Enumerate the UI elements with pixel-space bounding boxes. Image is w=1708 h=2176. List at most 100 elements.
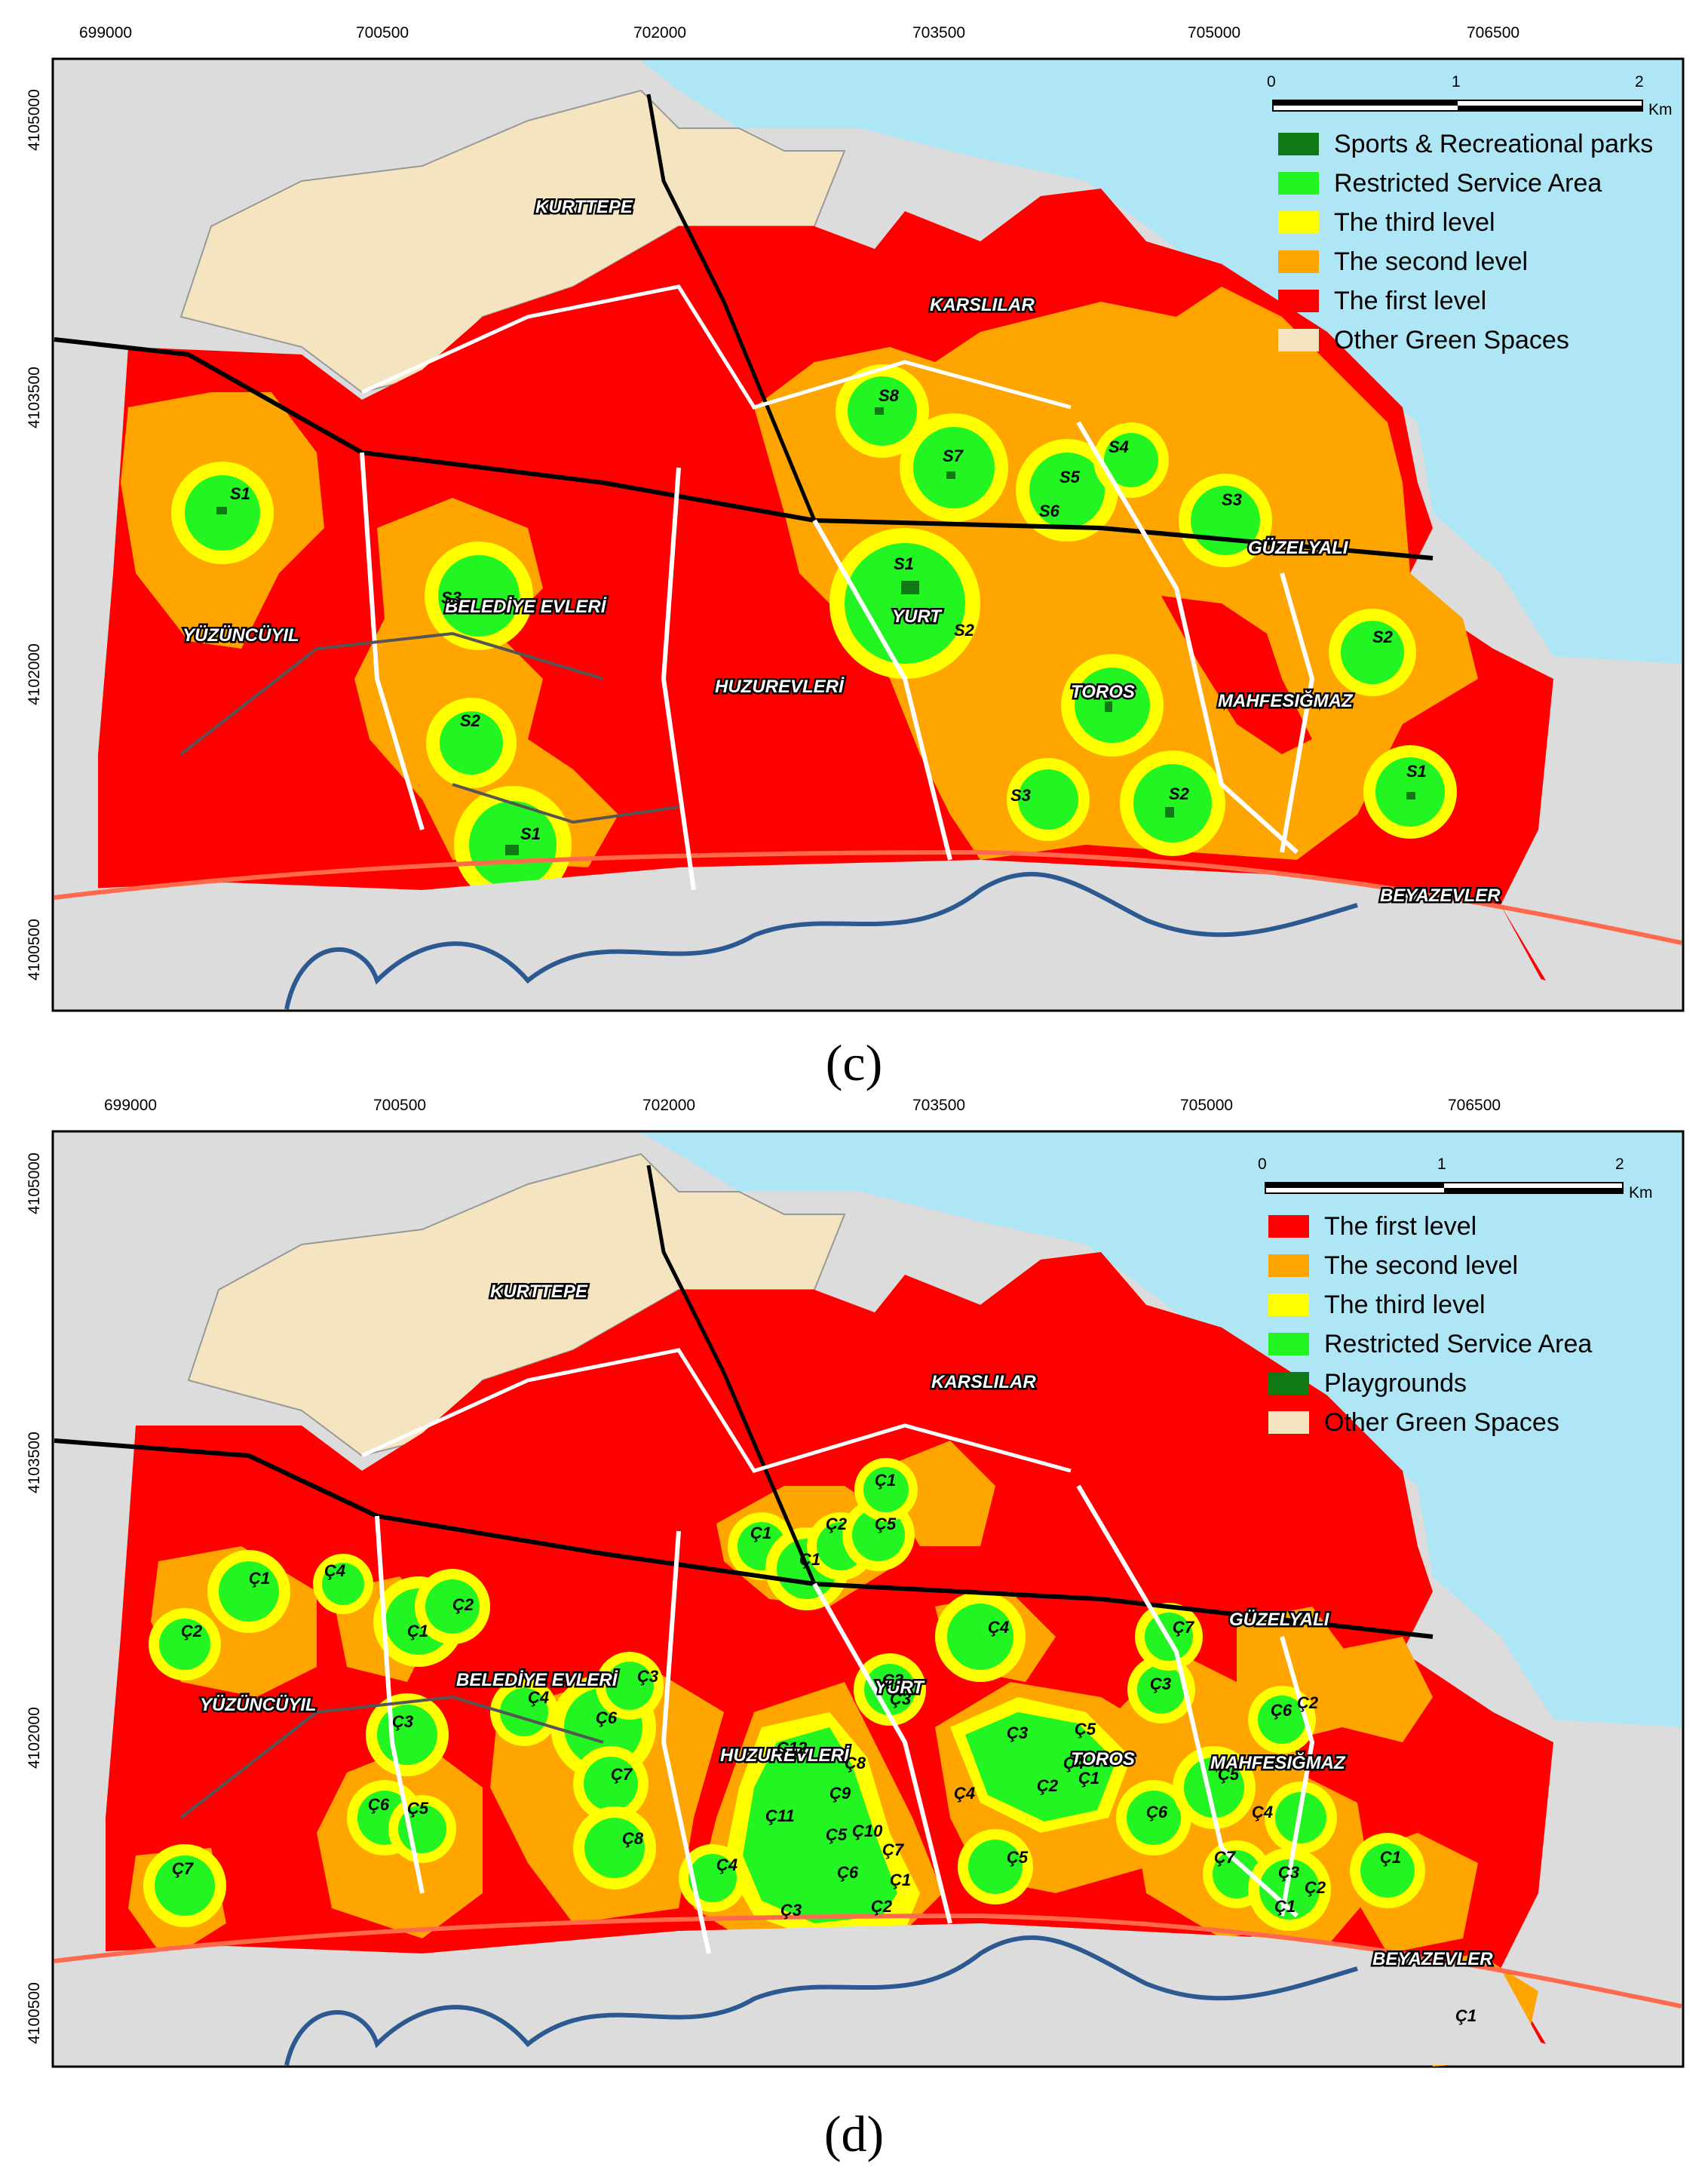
legend-label: The first level	[1334, 286, 1487, 315]
label-belediye-evleri: BELEDİYE EVLERİ	[456, 1670, 618, 1690]
x-tick: 703500	[912, 24, 965, 41]
site-label: Ç6	[837, 1863, 859, 1882]
legend-swatch	[1278, 329, 1319, 351]
legend-label: Other Green Spaces	[1324, 1407, 1559, 1437]
road-network-d	[54, 1165, 1682, 2066]
scale-label: 0	[1267, 73, 1276, 91]
y-tick: 4103500	[26, 1432, 43, 1493]
legend-label: Sports & Recreational parks	[1334, 129, 1654, 158]
label-mahfesigmaz: MAHFESIĞMAZ	[1218, 690, 1354, 711]
site-label: Ç3	[1007, 1723, 1028, 1742]
site-label: S2	[1169, 784, 1190, 803]
site-label: S8	[879, 386, 900, 405]
y-tick: 4100500	[26, 1982, 43, 2044]
sea-area	[370, 1133, 1682, 1727]
y-tick: 4102000	[26, 643, 43, 705]
x-tick: 702000	[642, 1097, 695, 1114]
legend-item: Playgrounds	[1268, 1364, 1592, 1403]
site-label: Ç7	[172, 1859, 195, 1878]
site-label: Ç4	[716, 1855, 737, 1874]
legend-label: The third level	[1334, 207, 1495, 237]
label-guzelyali: GÜZELYALI	[1248, 538, 1349, 558]
site-label: Ç1	[750, 1524, 771, 1542]
site-label: Ç1	[1274, 1897, 1296, 1916]
site-label: Ç5	[1218, 1765, 1240, 1784]
site-label: Ç4	[954, 1784, 975, 1803]
site-labels-d: Ç1 Ç2 Ç4 Ç2 Ç1 Ç3 Ç6 Ç5 Ç7 Ç4 Ç6 Ç7 Ç3 Ç…	[172, 1471, 1476, 2025]
site-label: Ç2	[871, 1897, 893, 1916]
scale-label: 2	[1615, 1156, 1624, 1173]
site-label: Ç1	[407, 1622, 428, 1640]
map-canvas-c: KURTTEPE KARSLILAR GÜZELYALI YÜZÜNCÜYIL …	[26, 24, 1685, 1012]
site-label: S7	[943, 447, 964, 465]
site-label: Ç3	[1278, 1863, 1299, 1882]
x-tick: 699000	[104, 1097, 157, 1114]
scale-bar-c: 0 1 2 Km	[1267, 73, 1673, 118]
x-tick: 705000	[1180, 1097, 1233, 1114]
site-label: Ç1	[1380, 1848, 1401, 1867]
park-markers-c	[216, 407, 1415, 855]
map-canvas-d: KURTTEPE KARSLILAR GÜZELYALI YÜZÜNCÜYIL …	[26, 1097, 1685, 2068]
site-label: Ç2	[826, 1515, 848, 1533]
legend-label: The first level	[1324, 1211, 1477, 1241]
label-karslilar: KARSLILAR	[930, 295, 1035, 315]
legend-item: Other Green Spaces	[1278, 321, 1653, 360]
site-label: Ç2	[181, 1622, 203, 1640]
x-tick: 702000	[633, 24, 686, 41]
legend-item: The second level	[1278, 242, 1653, 281]
x-tick: 706500	[1448, 1097, 1501, 1114]
site-label: Ç2	[452, 1595, 474, 1614]
site-label: Ç6	[1146, 1803, 1168, 1822]
site-label: Ç3	[890, 1690, 911, 1708]
scale-unit: Km	[1629, 1184, 1653, 1202]
site-label: Ç2	[1305, 1878, 1326, 1897]
site-label: S1	[520, 824, 541, 843]
legend-swatch	[1268, 1333, 1309, 1355]
legend-swatch	[1278, 172, 1319, 195]
site-label: Ç6	[368, 1795, 390, 1814]
site-label: Ç6	[596, 1708, 618, 1727]
neighborhood-labels-d: KURTTEPE KARSLILAR GÜZELYALI YÜZÜNCÜYIL …	[198, 1280, 1495, 1972]
legend-swatch	[1268, 1294, 1309, 1316]
site-label: Ç7	[611, 1765, 633, 1784]
urban-area-south	[54, 1923, 1682, 2065]
site-label: S3	[441, 588, 461, 607]
site-label: Ç3	[637, 1667, 658, 1686]
scale-label: 1	[1452, 73, 1461, 91]
legend-swatch	[1278, 211, 1319, 234]
legend-c: Sports & Recreational parks Restricted S…	[1278, 124, 1653, 360]
site-label: Ç3	[1150, 1674, 1171, 1693]
label-yurt: YURT	[875, 1677, 925, 1698]
legend-item: Restricted Service Area	[1278, 164, 1653, 203]
site-labels-c: S1 S3 S2 S1 S8 S7 S5 S6 S4 S3 S1 S2 S2 S…	[230, 386, 1427, 843]
site-label: Ç2	[1297, 1693, 1319, 1712]
site-label: S3	[1010, 786, 1031, 805]
site-label: Ç2	[1037, 1776, 1059, 1795]
label-belediye-evleri: BELEDİYE EVLERİ	[445, 597, 607, 617]
site-label: S2	[954, 621, 975, 640]
urban-area-south	[54, 860, 1682, 1009]
site-label: Ç6	[1271, 1701, 1292, 1720]
site-label: Ç3	[392, 1712, 413, 1731]
site-label: Ç4	[528, 1688, 549, 1707]
x-tick: 699000	[79, 24, 132, 41]
site-label: Ç11	[765, 1806, 795, 1825]
label-mahfesigmaz: MAHFESIĞMAZ	[1210, 1752, 1346, 1773]
y-tick: 4103500	[26, 367, 43, 428]
scale-label: 2	[1635, 73, 1644, 91]
legend-item: The second level	[1268, 1246, 1592, 1285]
site-label: Ç7	[882, 1840, 905, 1859]
x-axis-ticks-d: 699000 700500 702000 703500 705000 70650…	[104, 1097, 1501, 1114]
x-tick: 703500	[912, 1097, 965, 1114]
service-areas-c	[171, 364, 1457, 904]
label-toros: TOROS	[1071, 682, 1135, 702]
site-label: Ç1	[799, 1550, 820, 1569]
site-label: Ç5	[826, 1825, 848, 1844]
site-label: Ç5	[407, 1799, 429, 1818]
site-label: Ç9	[829, 1784, 851, 1803]
first-level-zone	[1161, 596, 1312, 754]
site-label: S2	[460, 711, 481, 730]
legend-label: The third level	[1324, 1290, 1486, 1319]
y-tick: 4100500	[26, 919, 43, 981]
legend-swatch	[1268, 1411, 1309, 1434]
